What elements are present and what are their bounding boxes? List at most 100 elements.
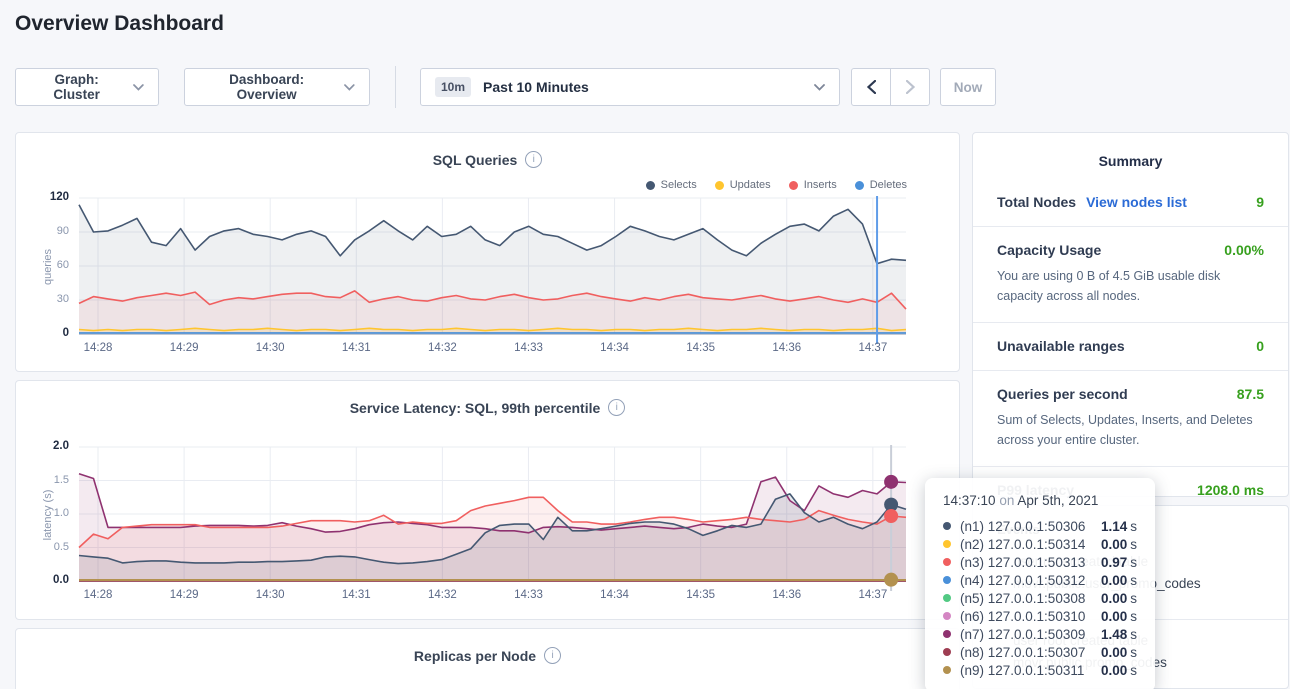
dashboard-dropdown-label: Dashboard: Overview bbox=[199, 72, 334, 102]
legend-item-deletes[interactable]: Deletes bbox=[855, 179, 907, 191]
tooltip-row-n8: (n8) 127.0.0.1:503070.00s bbox=[943, 643, 1137, 661]
info-icon[interactable]: i bbox=[544, 647, 561, 664]
summary-panel: Summary Total Nodes View nodes list 9 Ca… bbox=[972, 132, 1289, 497]
time-now-button[interactable]: Now bbox=[940, 68, 996, 106]
legend-item-inserts[interactable]: Inserts bbox=[789, 179, 837, 191]
chevron-down-icon bbox=[133, 84, 144, 91]
summary-description: You are using 0 B of 4.5 GiB usable disk… bbox=[997, 266, 1264, 306]
graph-dropdown[interactable]: Graph: Cluster bbox=[15, 68, 159, 106]
summary-row-total-nodes: Total Nodes View nodes list 9 bbox=[973, 179, 1288, 226]
y-axis-tick: 1.0 bbox=[54, 507, 69, 519]
sql-queries-chart[interactable] bbox=[79, 198, 906, 334]
x-axis-tick: 14:28 bbox=[84, 589, 113, 601]
sql-queries-card: SQL Queries i Selects Updates Inserts De… bbox=[15, 132, 960, 372]
y-axis-tick: 0 bbox=[63, 327, 69, 339]
chart-legend: Selects Updates Inserts Deletes bbox=[646, 179, 907, 191]
series-dot bbox=[943, 612, 951, 620]
x-axis-tick: 14:34 bbox=[600, 342, 629, 354]
chevron-down-icon bbox=[344, 84, 355, 91]
tooltip-row-n9: (n9) 127.0.0.1:503110.00s bbox=[943, 661, 1137, 679]
x-axis-tick: 14:31 bbox=[342, 342, 371, 354]
series-dot bbox=[943, 648, 951, 656]
chart-title-text: Replicas per Node bbox=[414, 648, 536, 664]
tooltip-row-n1: (n1) 127.0.0.1:503061.14s bbox=[943, 517, 1137, 535]
y-axis-tick: 30 bbox=[57, 293, 69, 305]
tooltip-row-n2: (n2) 127.0.0.1:503140.00s bbox=[943, 535, 1137, 553]
summary-label: Total Nodes bbox=[997, 194, 1076, 210]
series-dot bbox=[943, 594, 951, 602]
x-axis-tick: 14:34 bbox=[600, 589, 629, 601]
time-range-selector[interactable]: 10m Past 10 Minutes bbox=[420, 68, 840, 106]
x-axis-tick: 14:28 bbox=[84, 342, 113, 354]
legend-dot bbox=[855, 181, 864, 190]
legend-dot bbox=[789, 181, 798, 190]
dashboard-dropdown[interactable]: Dashboard: Overview bbox=[184, 68, 370, 106]
legend-item-updates[interactable]: Updates bbox=[715, 179, 771, 191]
x-axis-tick: 14:30 bbox=[256, 342, 285, 354]
summary-row-capacity-usage: Capacity Usage 0.00% You are using 0 B o… bbox=[973, 226, 1288, 322]
service-latency-chart[interactable] bbox=[79, 447, 906, 581]
time-prev-button[interactable] bbox=[851, 68, 891, 106]
x-axis-tick: 14:33 bbox=[514, 342, 543, 354]
x-axis-tick: 14:37 bbox=[858, 342, 887, 354]
replicas-per-node-card: Replicas per Node i bbox=[15, 628, 960, 689]
chart-title: Replicas per Node i bbox=[16, 629, 959, 664]
x-axis-tick: 14:31 bbox=[342, 589, 371, 601]
series-dot bbox=[943, 522, 951, 530]
legend-item-selects[interactable]: Selects bbox=[646, 179, 697, 191]
summary-value: 0 bbox=[1256, 338, 1264, 354]
chart-hover-tooltip: 14:37:10 on Apr 5th, 2021 (n1) 127.0.0.1… bbox=[925, 478, 1155, 689]
dashboard-controls: Graph: Cluster Dashboard: Overview 10m P… bbox=[15, 68, 996, 106]
summary-row-queries-per-second: Queries per second 87.5 Sum of Selects, … bbox=[973, 370, 1288, 466]
controls-divider bbox=[395, 66, 396, 108]
summary-label: Queries per second bbox=[997, 386, 1128, 402]
legend-dot bbox=[646, 181, 655, 190]
series-dot bbox=[943, 540, 951, 548]
chart-title-text: SQL Queries bbox=[433, 152, 518, 168]
summary-value: 1208.0 ms bbox=[1197, 482, 1264, 498]
chart-title: SQL Queries i bbox=[16, 133, 959, 168]
x-axis-tick: 14:32 bbox=[428, 589, 457, 601]
series-dot bbox=[943, 558, 951, 566]
time-next-button[interactable] bbox=[890, 68, 930, 106]
chevron-right-icon bbox=[906, 80, 915, 94]
x-axis-tick: 14:30 bbox=[256, 589, 285, 601]
y-axis-tick: 0.0 bbox=[53, 574, 69, 586]
view-nodes-list-link[interactable]: View nodes list bbox=[1086, 194, 1187, 210]
chart-title-text: Service Latency: SQL, 99th percentile bbox=[350, 400, 601, 416]
series-dot bbox=[943, 576, 951, 584]
tooltip-row-n5: (n5) 127.0.0.1:503080.00s bbox=[943, 589, 1137, 607]
y-axis-tick: 120 bbox=[50, 191, 69, 203]
x-axis-tick: 14:29 bbox=[170, 589, 199, 601]
summary-label: Capacity Usage bbox=[997, 242, 1101, 258]
y-axis-tick: 2.0 bbox=[53, 440, 69, 452]
tooltip-row-n4: (n4) 127.0.0.1:503120.00s bbox=[943, 571, 1137, 589]
x-axis-tick: 14:32 bbox=[428, 342, 457, 354]
legend-dot bbox=[715, 181, 724, 190]
overview-dashboard-page: Overview Dashboard Graph: Cluster Dashbo… bbox=[0, 0, 1290, 689]
chevron-down-icon bbox=[814, 84, 825, 91]
x-axis-tick: 14:35 bbox=[686, 589, 715, 601]
x-axis-tick: 14:35 bbox=[686, 342, 715, 354]
x-axis-tick: 14:37 bbox=[858, 589, 887, 601]
y-axis-tick: 90 bbox=[57, 225, 69, 237]
tooltip-timestamp: 14:37:10 on Apr 5th, 2021 bbox=[943, 493, 1137, 508]
y-axis-label: latency (s) bbox=[42, 475, 54, 555]
x-axis-tick: 14:36 bbox=[772, 342, 801, 354]
series-dot bbox=[943, 630, 951, 638]
info-icon[interactable]: i bbox=[608, 399, 625, 416]
info-icon[interactable]: i bbox=[525, 151, 542, 168]
summary-value: 9 bbox=[1256, 194, 1264, 210]
summary-label: Unavailable ranges bbox=[997, 338, 1125, 354]
y-axis-label: queries bbox=[42, 227, 54, 307]
page-title: Overview Dashboard bbox=[15, 12, 224, 36]
series-dot bbox=[943, 666, 951, 674]
y-axis-tick: 1.5 bbox=[54, 474, 69, 486]
chart-title: Service Latency: SQL, 99th percentile i bbox=[16, 381, 959, 416]
time-range-label: Past 10 Minutes bbox=[483, 79, 589, 95]
time-range-badge: 10m bbox=[435, 77, 471, 97]
y-axis-tick: 60 bbox=[57, 259, 69, 271]
service-latency-card: Service Latency: SQL, 99th percentile i … bbox=[15, 380, 960, 620]
x-axis-tick: 14:36 bbox=[772, 589, 801, 601]
summary-header: Summary bbox=[973, 133, 1288, 179]
